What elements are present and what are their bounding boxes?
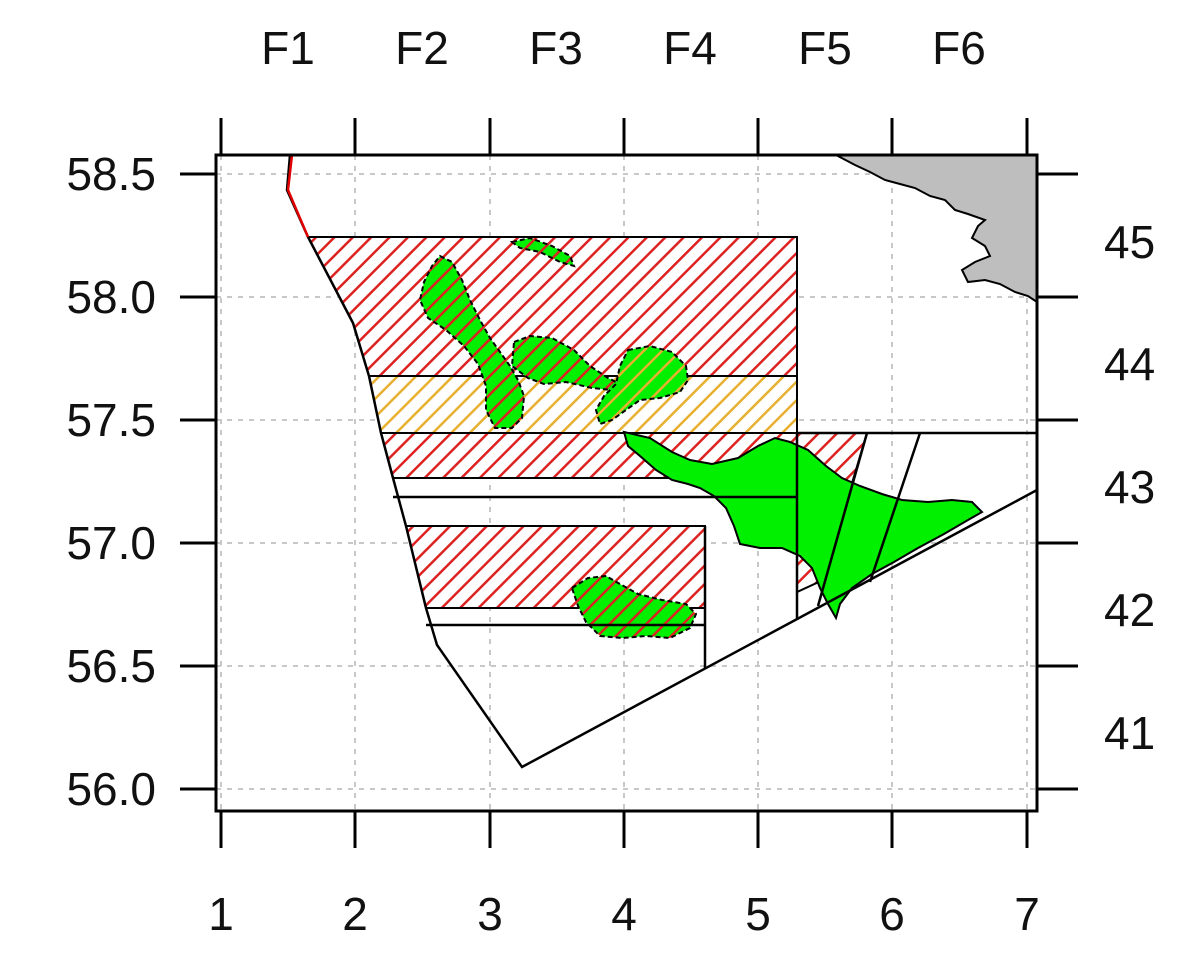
- bottom-axis-labels: 1 2 3 4 5 6 7: [208, 888, 1040, 940]
- division-lines: [393, 431, 1037, 668]
- hatched-zone-southwest: [404, 525, 706, 609]
- green-area-north-sliver: [509, 236, 576, 268]
- top-label-5: F5: [798, 22, 852, 74]
- green-area-central-2: [594, 344, 690, 426]
- land-area: [835, 155, 1037, 304]
- right-label-3: 43: [1104, 461, 1155, 513]
- green-area-south: [570, 574, 698, 640]
- bottom-label-5: 5: [745, 888, 771, 940]
- top-axis-labels: F1 F2 F3 F4 F5 F6: [261, 22, 986, 74]
- left-label-2: 58.0: [66, 271, 156, 323]
- top-label-6: F6: [932, 22, 986, 74]
- right-label-4: 42: [1104, 584, 1155, 636]
- top-label-4: F4: [663, 22, 717, 74]
- axis-ticks: [180, 118, 1078, 848]
- bottom-label-2: 2: [342, 888, 368, 940]
- left-label-3: 57.5: [66, 394, 156, 446]
- left-label-4: 57.0: [66, 517, 156, 569]
- right-label-2: 44: [1104, 338, 1155, 390]
- left-axis-labels: 58.5 58.0 57.5 57.0 56.5 56.0: [66, 148, 156, 815]
- left-label-5: 56.5: [66, 640, 156, 692]
- left-label-6: 56.0: [66, 763, 156, 815]
- right-label-5: 41: [1104, 707, 1155, 759]
- top-label-3: F3: [529, 22, 583, 74]
- bottom-label-7: 7: [1014, 888, 1040, 940]
- bottom-label-1: 1: [208, 888, 234, 940]
- red-boundary-line: [286, 155, 310, 238]
- top-label-2: F2: [395, 22, 449, 74]
- bottom-label-4: 4: [611, 888, 637, 940]
- right-axis-labels: 45 44 43 42 41: [1104, 216, 1155, 759]
- green-area-central: [510, 334, 622, 392]
- top-label-1: F1: [261, 22, 315, 74]
- bottom-label-6: 6: [879, 888, 905, 940]
- green-area-west: [418, 254, 526, 429]
- left-label-1: 58.5: [66, 148, 156, 200]
- right-label-1: 45: [1104, 216, 1155, 268]
- bottom-label-3: 3: [477, 888, 503, 940]
- plot-frame: [214, 153, 1039, 813]
